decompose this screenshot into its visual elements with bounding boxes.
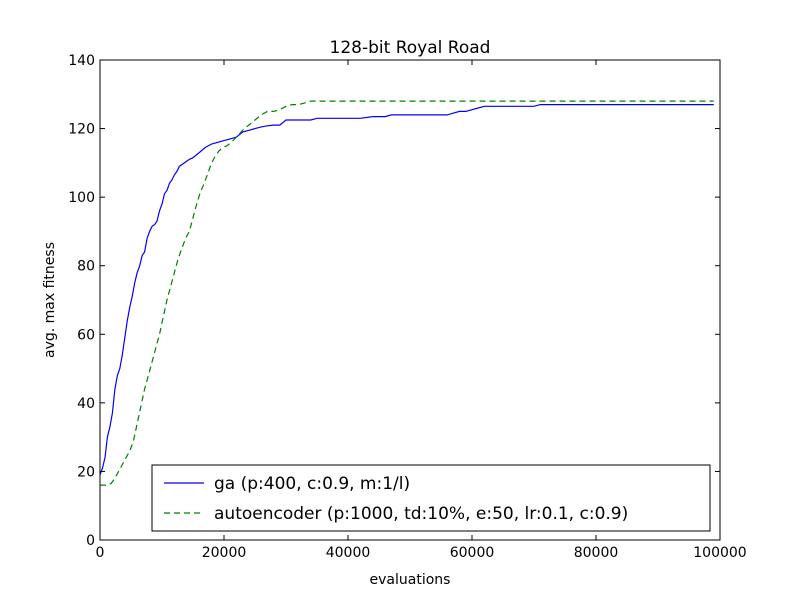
- x-tick-label: 100000: [693, 545, 746, 561]
- x-tick-label: 80000: [574, 545, 619, 561]
- y-tick-label: 100: [68, 190, 95, 206]
- x-tick-label: 0: [96, 545, 105, 561]
- chart-title: 128-bit Royal Road: [330, 38, 491, 58]
- legend-label-autoencoder: autoencoder (p:1000, td:10%, e:50, lr:0.…: [214, 504, 628, 524]
- series-line-ga: [99, 103, 714, 476]
- y-axis-title: avg. max fitness: [42, 242, 58, 358]
- y-tick-label: 80: [77, 259, 95, 275]
- x-tick-label: 60000: [450, 545, 495, 561]
- y-tick-label: 60: [77, 327, 95, 343]
- plot-area: 0 20000 40000 60000 80000 100000 0 20 40 60 80 100 1…: [68, 53, 746, 561]
- y-tick-label: 120: [68, 122, 95, 138]
- series-line-autoencoder: [100, 100, 714, 486]
- x-axis-title: evaluations: [370, 572, 451, 588]
- x-tick-label: 40000: [326, 545, 371, 561]
- x-tick-label: 20000: [202, 545, 247, 561]
- y-tick-label: 0: [86, 533, 95, 549]
- y-tick-label: 140: [68, 53, 95, 69]
- legend-box: [151, 464, 711, 532]
- legend-label-ga: ga (p:400, c:0.9, m:1/l): [214, 474, 410, 494]
- plot-frame: [99, 59, 721, 541]
- legend: ga (p:400, c:0.9, m:1/l) autoencoder (p:1…: [151, 464, 711, 532]
- y-tick-label: 40: [77, 396, 95, 412]
- y-tick-label: 20: [77, 464, 95, 480]
